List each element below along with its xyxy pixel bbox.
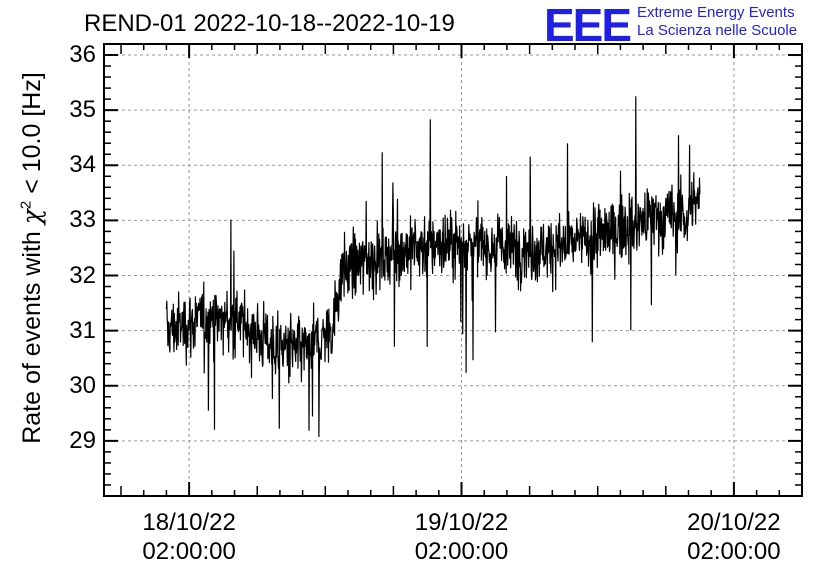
chart-title: REND-01 2022-10-18--2022-10-19 [84,10,455,37]
axis-ticks [104,43,803,496]
logo-line2: La Scienza nelle Scuole [637,22,798,39]
y-tick-label: 32 [69,261,96,289]
logo-caption: Extreme Energy Events La Scienza nelle S… [637,4,797,40]
eee-logo: EEE [544,0,632,51]
logo-mark: EEE [544,0,632,51]
x-tick-time: 02:00:00 [414,538,509,565]
y-tick-label: 31 [69,316,96,344]
plot-frame [103,43,803,497]
data-series [165,96,701,438]
y-tick-label: 35 [69,96,96,124]
x-tick-time: 02:00:00 [687,538,781,565]
y-tick-label: 33 [69,206,96,234]
series-line-rate [165,96,701,438]
x-tick-date: 19/10/22 [414,509,509,536]
y-tick-label: 29 [69,426,96,454]
x-tick-time: 02:00:00 [142,538,236,565]
x-tick-label: 18/10/22 02:00:00 [109,508,269,566]
x-tick-date: 18/10/22 [142,509,236,536]
x-tick-label: 19/10/22 02:00:00 [382,508,542,566]
logo-line1: Extreme Energy Events [637,4,795,21]
x-tick-date: 20/10/22 [687,509,781,536]
x-tick-label: 20/10/22 02:00:00 [654,508,814,566]
y-tick-label: 36 [69,41,96,69]
y-tick-label: 34 [69,151,96,179]
y-tick-label: 30 [69,371,96,399]
